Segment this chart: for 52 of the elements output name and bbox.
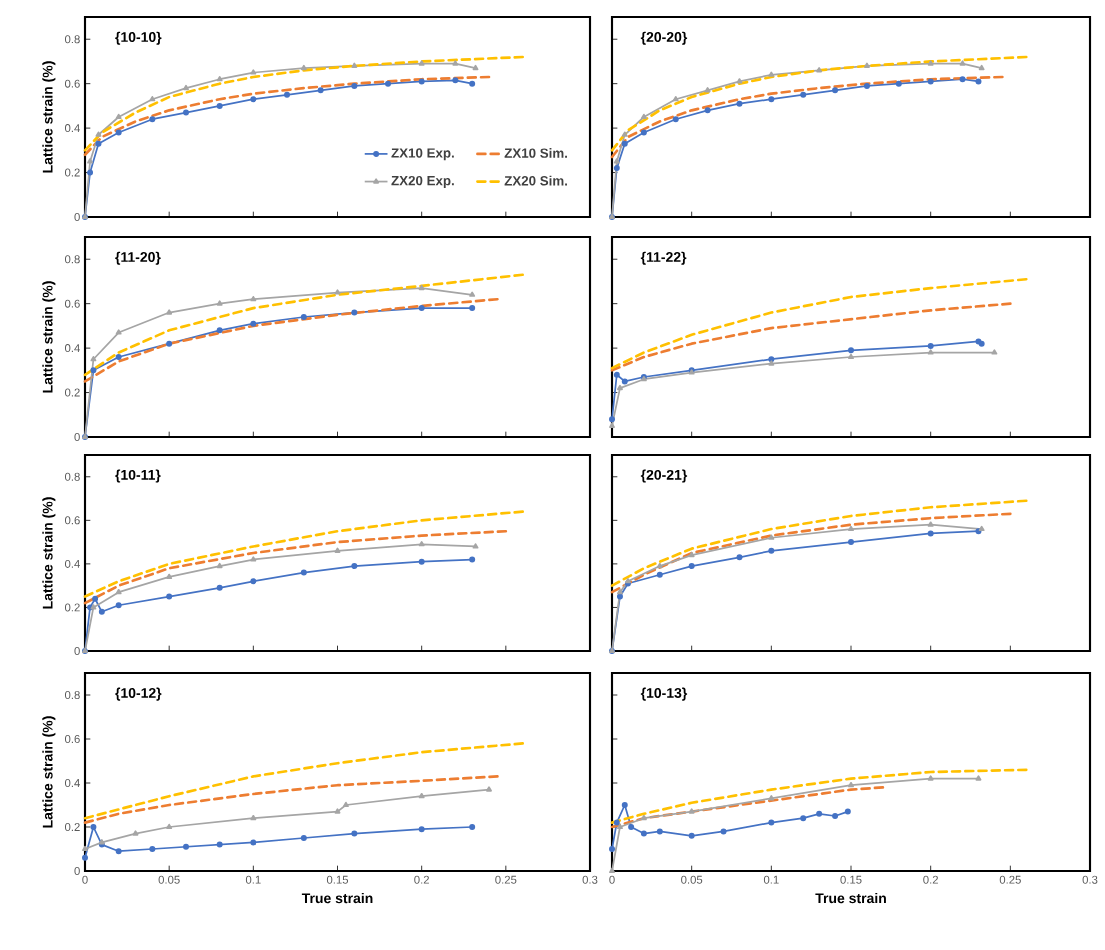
y-tick-label: 0.8 — [64, 35, 80, 44]
y-tick-label: 0.6 — [64, 735, 80, 744]
y-tick-label: 0 — [74, 646, 80, 655]
x-tick-label: 0.25 — [495, 875, 517, 884]
y-tick-label: 0.8 — [64, 691, 80, 700]
y-tick-label: 0.6 — [64, 79, 80, 88]
text: {10-10} — [115, 31, 162, 45]
y-axis-title: Lattice strain (%) — [42, 497, 56, 609]
y-tick-label: 0.2 — [64, 388, 80, 397]
y-tick-label: 0.4 — [64, 124, 80, 133]
text: {20-21} — [640, 469, 688, 483]
x-tick-label: 0.15 — [840, 875, 862, 884]
y-tick-label: 0.8 — [64, 472, 80, 481]
y-tick-label: 0 — [74, 867, 80, 876]
legend-label: ZX10 Sim. — [504, 148, 567, 158]
x-tick-label: 0.3 — [1082, 875, 1098, 884]
text: {11-20} — [115, 251, 161, 265]
x-tick-label: 0.2 — [923, 875, 938, 884]
y-tick-label: 0.4 — [64, 779, 80, 788]
x-tick-label: 0.3 — [582, 875, 598, 884]
text: {10-11} — [115, 469, 161, 483]
y-tick-label: 0 — [74, 212, 80, 221]
y-tick-label: 0.6 — [64, 516, 80, 525]
y-tick-label: 0.6 — [64, 299, 80, 308]
legend-label: ZX20 Exp. — [391, 175, 454, 188]
text: {10-13} — [640, 687, 688, 701]
x-tick-label: 0.05 — [158, 875, 180, 884]
y-tick-label: 0 — [74, 432, 80, 441]
y-tick-label: 0.2 — [64, 603, 80, 612]
legend-label: ZX20 Sim. — [504, 175, 567, 186]
x-tick-label: 0.25 — [999, 875, 1021, 884]
x-tick-label: 0.1 — [245, 875, 261, 884]
y-axis-title: Lattice strain (%) — [42, 281, 56, 393]
x-axis-title: True strain — [815, 892, 886, 904]
y-tick-label: 0.4 — [64, 559, 80, 568]
text: {11-22} — [640, 251, 687, 265]
y-tick-label: 0.8 — [64, 255, 80, 264]
x-tick-label: 0.15 — [326, 875, 349, 884]
text: {10-12} — [115, 687, 162, 701]
y-tick-label: 0.2 — [64, 168, 80, 177]
x-tick-label: 0 — [82, 875, 88, 884]
y-axis-title: Lattice strain (%) — [42, 61, 56, 173]
y-tick-label: 0.4 — [64, 344, 80, 353]
x-tick-label: 0 — [609, 875, 615, 884]
y-tick-label: 0.2 — [64, 823, 80, 832]
x-tick-label: 0.05 — [681, 875, 703, 884]
x-tick-label: 0.2 — [414, 875, 429, 884]
text: {20-20} — [640, 31, 688, 45]
legend-label: ZX10 Exp. — [391, 148, 454, 161]
y-axis-title: Lattice strain (%) — [42, 716, 56, 828]
x-axis-title: True strain — [301, 892, 373, 904]
x-tick-label: 0.1 — [763, 875, 779, 884]
